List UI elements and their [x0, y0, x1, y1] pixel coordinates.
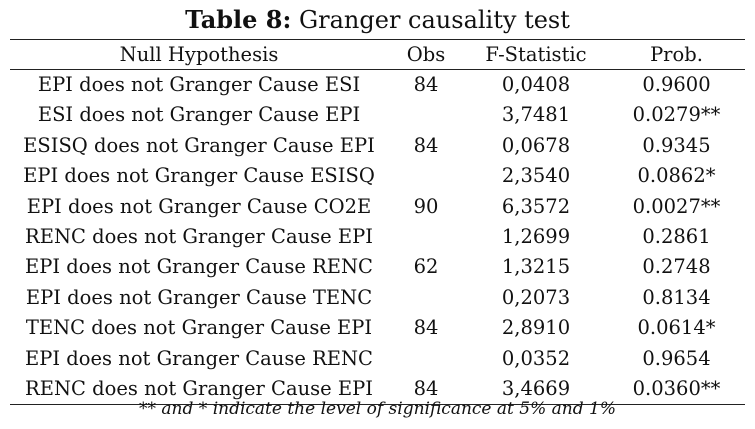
cell-obs: 84	[388, 374, 464, 406]
cell-prob: 0.0614*	[637, 316, 716, 340]
cell-null-hypothesis: EPI does not Granger Cause RENC	[25, 255, 373, 279]
table-caption-label: Table 8:	[185, 5, 292, 34]
table-row: ESISQ does not Granger Cause EPI 84 0,0678…	[10, 131, 745, 161]
cell-prob: 0.9345	[642, 133, 711, 157]
cell-null-hypothesis: RENC does not Granger Cause EPI	[25, 225, 373, 249]
cell-obs	[388, 222, 464, 252]
cell-null-hypothesis: EPI does not Granger Cause ESISQ	[23, 164, 375, 188]
header-null-hypothesis: Null Hypothesis	[10, 39, 388, 70]
cell-prob: 0.0360**	[608, 374, 745, 406]
cell-f-statistic: 3,4669	[464, 374, 608, 406]
table-row: EPI does not Granger Cause TENC 0,2073 0.8…	[10, 283, 745, 313]
cell-prob: 0.9600	[642, 73, 711, 96]
cell-obs: 84	[413, 133, 439, 157]
cell-prob: 0.8134	[642, 285, 711, 309]
header-prob: Prob.	[608, 39, 745, 70]
cell-f-statistic: 2,8910	[501, 316, 571, 340]
cell-null-hypothesis: EPI does not Granger Cause CO2E	[26, 194, 372, 218]
header-f-statistic: F-Statistic	[464, 39, 608, 70]
table-body: EPI does not Granger Cause ESI 84 0,0408 0.…	[10, 70, 745, 406]
granger-causality-table: Null Hypothesis Obs F-Statistic Prob. EP…	[10, 39, 745, 406]
cell-f-statistic: 1,3215	[501, 255, 571, 279]
table-row: EPI does not Granger Cause CO2E 90 6,3572 0…	[10, 192, 745, 222]
cell-obs: 90	[413, 194, 439, 218]
cell-obs: 62	[413, 255, 439, 279]
table-row: TENC does not Granger Cause EPI 84 2,8910 0…	[10, 313, 745, 343]
table-row: ESI does not Granger Cause EPI 3,7481 0.02…	[10, 100, 745, 130]
cell-f-statistic: 1,2699	[501, 225, 571, 249]
cell-f-statistic: 0,2073	[501, 285, 571, 309]
table-row: EPI does not Granger Cause ESI 84 0,0408 0.…	[10, 70, 745, 101]
header-obs: Obs	[388, 39, 464, 70]
cell-null-hypothesis: EPI does not Granger Cause RENC	[25, 346, 373, 370]
table-row: EPI does not Granger Cause RENC 0,0352 0.9…	[10, 344, 745, 374]
cell-null-hypothesis: RENC does not Granger Cause EPI	[10, 374, 388, 406]
table-row: RENC does not Granger Cause EPI 84 3,4669 0…	[10, 374, 745, 406]
cell-prob: 0.2861	[642, 225, 711, 249]
cell-null-hypothesis: EPI does not Granger Cause TENC	[25, 285, 373, 309]
significance-note: ** and * indicate the level of significa…	[139, 399, 616, 419]
cell-prob: 0.0027**	[632, 194, 721, 218]
cell-null-hypothesis: ESI does not Granger Cause EPI	[37, 103, 361, 127]
cell-obs	[388, 344, 464, 374]
cell-null-hypothesis: ESISQ does not Granger Cause EPI	[23, 133, 375, 157]
table-row: EPI does not Granger Cause ESISQ 2,3540 0.…	[10, 161, 745, 191]
cell-f-statistic: 2,3540	[501, 164, 571, 188]
table-row: RENC does not Granger Cause EPI 1,2699 0.2…	[10, 222, 745, 252]
cell-prob: 0.0862*	[637, 164, 716, 188]
cell-null-hypothesis: TENC does not Granger Cause EPI	[25, 316, 373, 340]
cell-obs	[388, 283, 464, 313]
cell-obs: 84	[413, 73, 439, 96]
table-header-row: Null Hypothesis Obs F-Statistic Prob.	[10, 39, 745, 70]
cell-obs	[388, 161, 464, 191]
table-caption-text: Granger causality test	[298, 6, 570, 34]
cell-obs: 84	[413, 316, 439, 340]
cell-f-statistic: 0,0352	[501, 346, 571, 370]
table-caption: Table 8: Granger causality test	[0, 4, 755, 36]
cell-prob: 0.9654	[642, 346, 711, 370]
cell-obs	[388, 100, 464, 130]
table-row: EPI does not Granger Cause RENC 62 1,3215 0…	[10, 252, 745, 282]
cell-null-hypothesis: EPI does not Granger Cause ESI	[37, 73, 361, 96]
cell-f-statistic: 0,0408	[501, 73, 571, 96]
cell-f-statistic: 0,0678	[501, 133, 571, 157]
cell-f-statistic: 3,7481	[501, 103, 571, 127]
cell-f-statistic: 6,3572	[501, 194, 571, 218]
cell-prob: 0.0279**	[632, 103, 721, 127]
cell-prob: 0.2748	[642, 255, 711, 279]
